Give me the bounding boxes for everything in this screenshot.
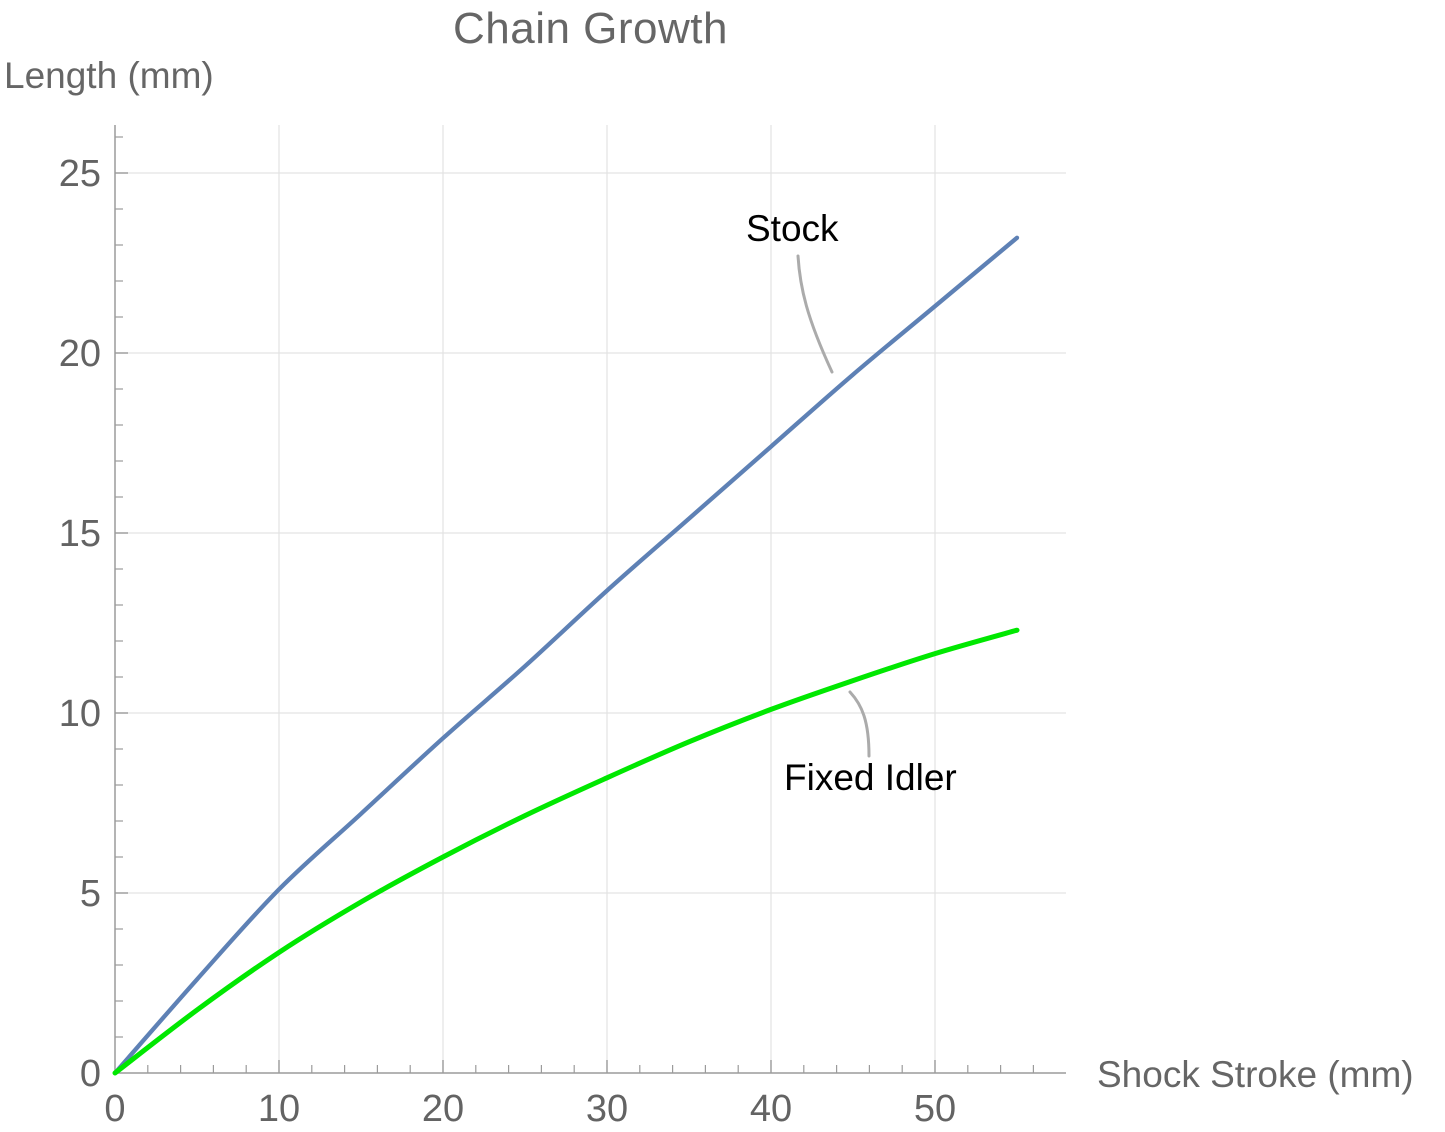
y-tick-label: 5 <box>80 873 101 915</box>
x-tick-label: 30 <box>586 1088 628 1130</box>
series-curve-stock <box>112 235 1020 1076</box>
series-label-stock: Stock <box>746 208 839 249</box>
series-label-fixed-idler: Fixed Idler <box>784 757 957 798</box>
x-axis-label: Shock Stroke (mm) <box>1097 1054 1414 1095</box>
y-tick-label: 25 <box>59 153 101 195</box>
x-tick-label: 50 <box>914 1088 956 1130</box>
chart-title: Chain Growth <box>452 4 728 53</box>
y-tick-label: 10 <box>59 693 101 735</box>
fixed-idler-callout-line <box>848 690 871 758</box>
y-axis-label: Length (mm) <box>4 55 214 96</box>
y-tick-label: 20 <box>59 333 101 375</box>
series-curve-fixed-idler <box>112 627 1020 1076</box>
x-tick-label: 40 <box>750 1088 792 1130</box>
y-tick-label: 15 <box>59 513 101 555</box>
stock-callout-line <box>796 254 834 374</box>
y-tick-label: 0 <box>80 1053 101 1095</box>
x-tick-label: 0 <box>104 1088 125 1130</box>
x-tick-label: 20 <box>422 1088 464 1130</box>
x-tick-label: 10 <box>258 1088 300 1130</box>
